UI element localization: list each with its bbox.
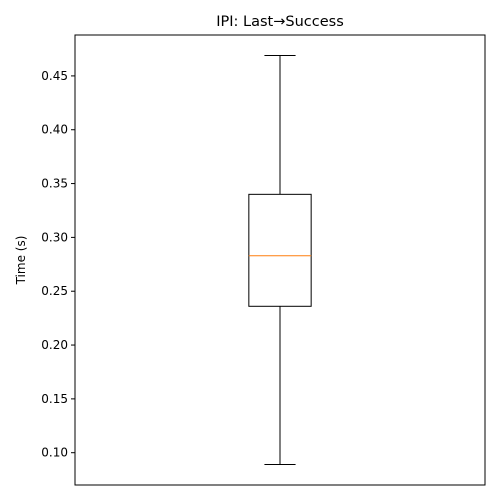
plot-area-frame [74,34,486,486]
y-tick-label: 0.15 [41,392,68,406]
chart-title: IPI: Last→Success [216,14,344,30]
y-tick-label: 0.25 [41,284,68,298]
box-series [248,54,312,466]
y-tick-label: 0.45 [41,69,68,83]
y-tick-label: 0.20 [41,338,68,352]
y-axis-ticks: 0.10 0.15 0.20 0.25 0.30 0.35 0.40 0.45 [41,69,75,460]
interquartile-box [248,193,312,307]
y-tick-label: 0.10 [41,446,68,460]
y-tick-label: 0.40 [41,123,68,137]
y-tick-label: 0.30 [41,230,68,244]
y-axis-label: Time (s) [14,236,28,286]
y-tick-label: 0.35 [41,177,68,191]
